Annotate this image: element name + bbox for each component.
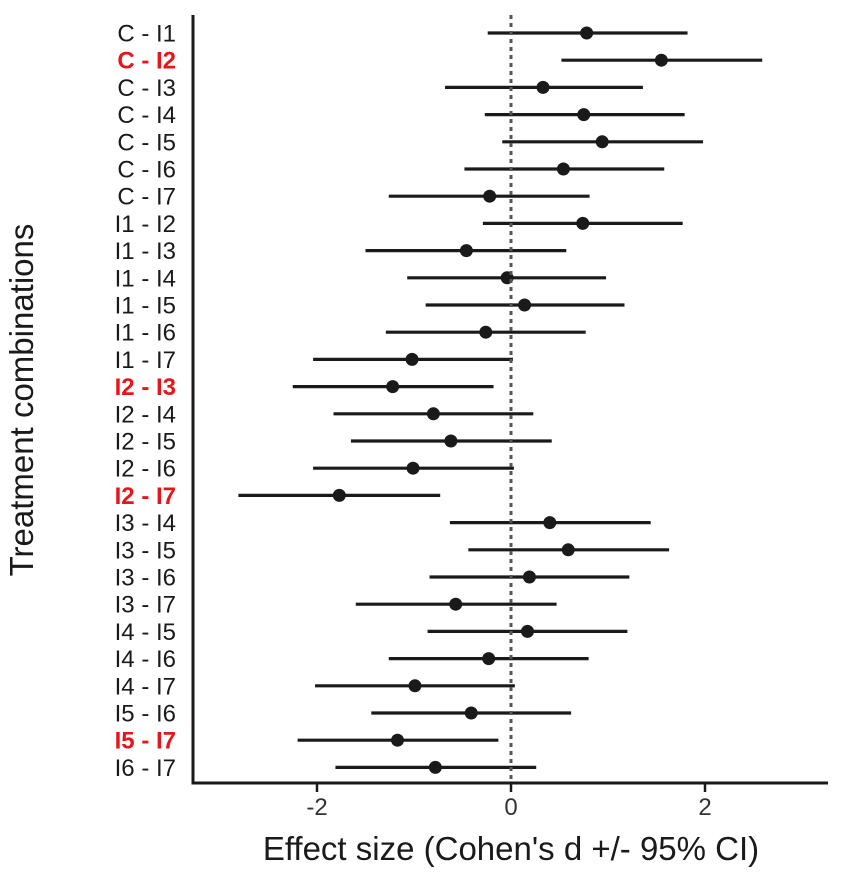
row-label: I5 - I7 <box>115 728 176 755</box>
rows-layer: C - I1C - I2C - I3C - I4C - I5C - I6C - … <box>115 21 763 782</box>
forest-row: I4 - I7 <box>115 673 515 700</box>
row-label: C - I4 <box>117 102 176 129</box>
forest-row: C - I3 <box>117 75 643 102</box>
forest-row: C - I1 <box>117 21 688 48</box>
row-label: I4 - I6 <box>115 646 176 673</box>
row-label: C - I5 <box>117 129 176 156</box>
point-estimate <box>654 53 668 67</box>
point-estimate <box>459 244 473 258</box>
point-estimate <box>536 80 550 94</box>
row-label: I3 - I7 <box>115 592 176 619</box>
row-label: I1 - I3 <box>115 238 176 265</box>
point-estimate <box>449 597 463 611</box>
forest-row: I3 - I7 <box>115 592 557 619</box>
row-label: C - I1 <box>117 21 176 48</box>
forest-row: I5 - I6 <box>115 701 572 728</box>
row-label: I1 - I4 <box>115 265 176 292</box>
forest-row: I5 - I7 <box>115 728 499 755</box>
forest-row: I4 - I5 <box>115 619 628 646</box>
row-label: I2 - I6 <box>115 456 176 483</box>
point-estimate <box>543 516 557 530</box>
forest-row: I3 - I5 <box>115 537 670 564</box>
point-estimate <box>482 652 496 666</box>
row-label: I4 - I7 <box>115 673 176 700</box>
point-estimate <box>464 706 478 720</box>
point-estimate <box>479 325 493 339</box>
row-label: I1 - I2 <box>115 211 176 238</box>
row-label: C - I6 <box>117 157 176 184</box>
point-estimate <box>518 298 532 312</box>
row-label: I2 - I7 <box>115 483 176 510</box>
row-label: C - I7 <box>117 184 176 211</box>
row-label: C - I3 <box>117 75 176 102</box>
forest-row: I2 - I4 <box>115 401 534 428</box>
point-estimate <box>332 488 346 502</box>
forest-row: I1 - I4 <box>115 265 607 292</box>
point-estimate <box>408 679 422 693</box>
forest-row: C - I4 <box>117 102 685 129</box>
forest-row: I2 - I3 <box>115 374 494 401</box>
forest-row: I3 - I6 <box>115 565 630 592</box>
row-label: I1 - I5 <box>115 293 176 320</box>
point-estimate <box>406 461 420 475</box>
point-estimate <box>520 624 534 638</box>
forest-row: I1 - I2 <box>115 211 683 238</box>
x-tick-label: 2 <box>698 794 711 821</box>
row-label: I6 - I7 <box>115 755 176 782</box>
forest-row: C - I6 <box>117 157 665 184</box>
point-estimate <box>426 407 440 421</box>
point-estimate <box>405 352 419 366</box>
x-ticks: -2 0 2 <box>306 783 712 821</box>
point-estimate <box>595 135 609 149</box>
y-axis-title: Treatment combinations <box>3 224 40 577</box>
forest-row: I1 - I5 <box>115 293 625 320</box>
point-estimate <box>577 108 591 122</box>
row-label: I4 - I5 <box>115 619 176 646</box>
x-tick-label: 0 <box>504 794 517 821</box>
forest-row: I2 - I7 <box>115 483 441 510</box>
point-estimate <box>391 733 405 747</box>
forest-row: I1 - I6 <box>115 320 586 347</box>
row-label: I5 - I6 <box>115 701 176 728</box>
point-estimate <box>576 216 590 230</box>
row-label: I2 - I3 <box>115 374 176 401</box>
x-axis-title: Effect size (Cohen's d +/- 95% CI) <box>263 830 759 867</box>
forest-row: I4 - I6 <box>115 646 589 673</box>
forest-row: C - I2 <box>117 48 763 75</box>
point-estimate <box>556 162 570 176</box>
row-label: I2 - I5 <box>115 429 176 456</box>
point-estimate <box>444 434 458 448</box>
point-estimate <box>580 26 594 40</box>
point-estimate <box>522 570 536 584</box>
forest-row: I1 - I7 <box>115 347 513 374</box>
row-label: I2 - I4 <box>115 401 176 428</box>
row-label: I3 - I4 <box>115 510 176 537</box>
x-tick-label: -2 <box>306 794 327 821</box>
axes-layer <box>191 15 828 785</box>
point-estimate <box>561 543 575 557</box>
forest-row: I6 - I7 <box>115 755 537 782</box>
forest-row: I1 - I3 <box>115 238 567 265</box>
forest-row: I2 - I6 <box>115 456 514 483</box>
row-label: I3 - I6 <box>115 565 176 592</box>
forest-row: C - I7 <box>117 184 590 211</box>
forest-row: I2 - I5 <box>115 429 552 456</box>
forest-row: I3 - I4 <box>115 510 651 537</box>
row-label: I3 - I5 <box>115 537 176 564</box>
point-estimate <box>428 760 442 774</box>
point-estimate <box>483 189 497 203</box>
point-estimate <box>386 380 400 394</box>
row-label: C - I2 <box>117 48 176 75</box>
row-label: I1 - I6 <box>115 320 176 347</box>
forest-row: C - I5 <box>117 129 704 156</box>
row-label: I1 - I7 <box>115 347 176 374</box>
